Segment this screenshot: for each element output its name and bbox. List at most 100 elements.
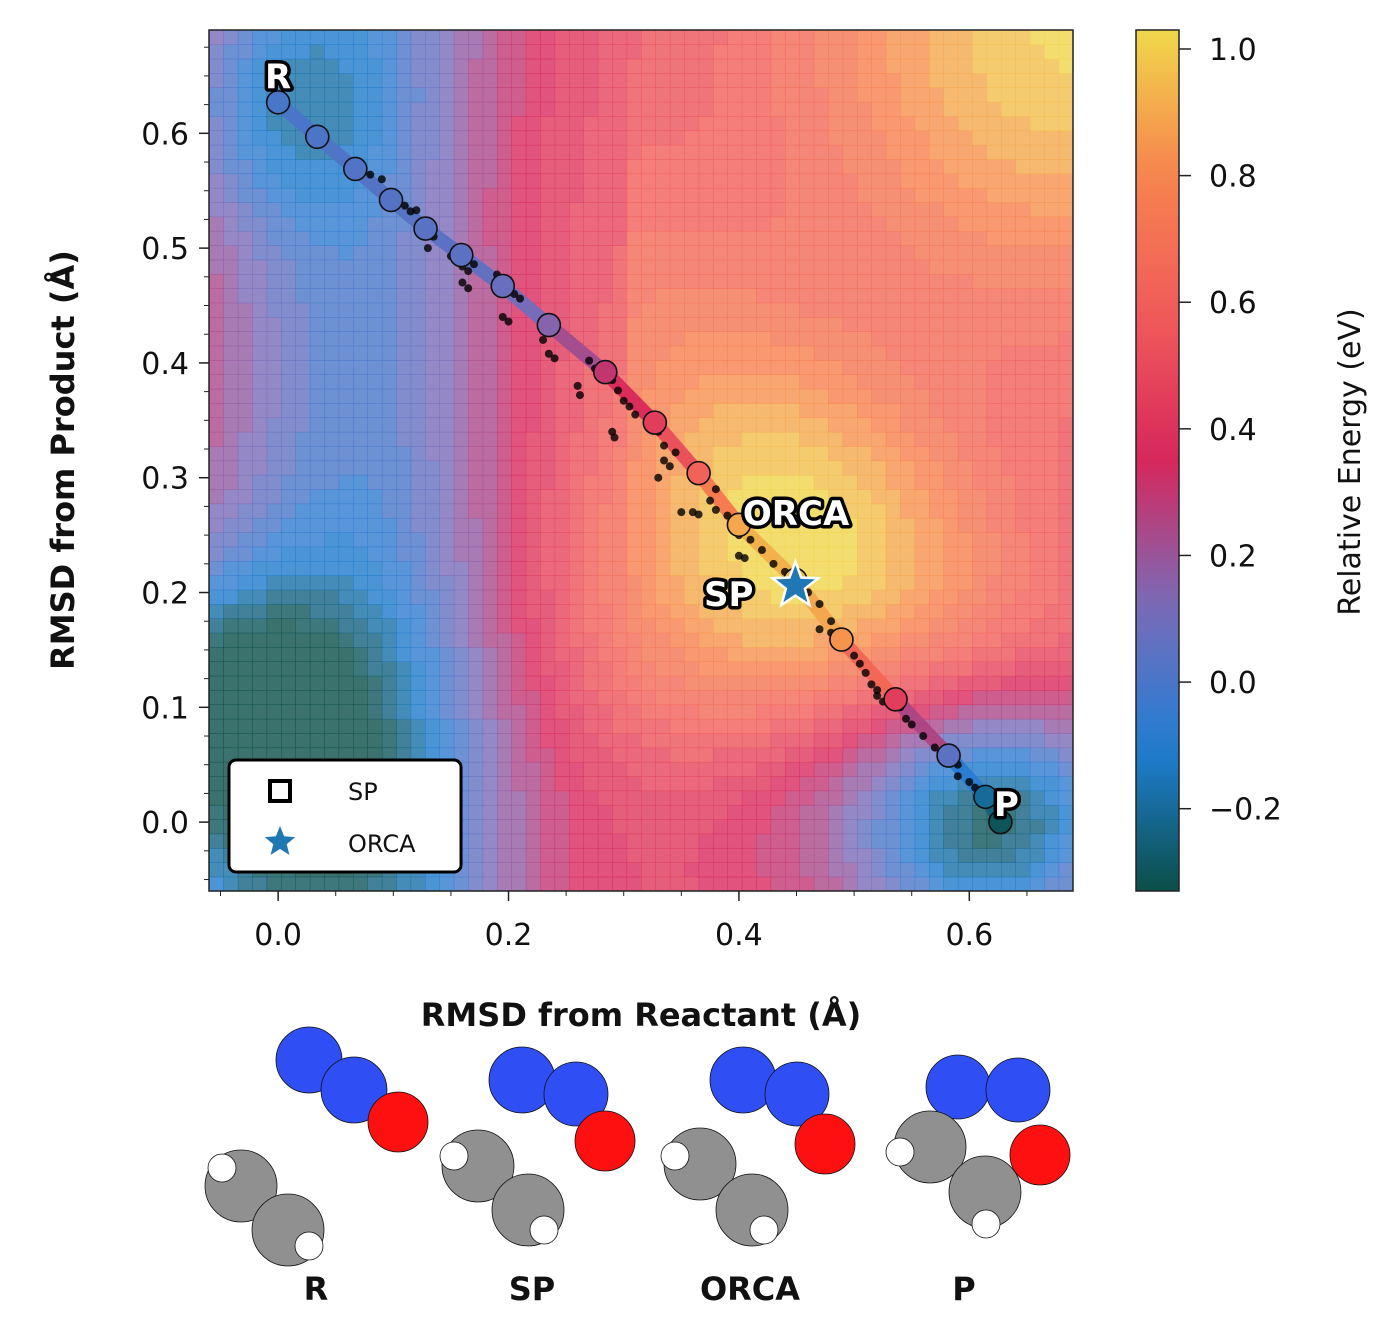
surface-cell (871, 718, 887, 734)
surface-cell (641, 446, 656, 462)
surface-cell (770, 833, 786, 849)
surface-cell (367, 230, 383, 246)
surface-cell (525, 489, 541, 505)
surface-cell (410, 403, 426, 419)
surface-cell (223, 144, 239, 160)
surface-cell (727, 733, 743, 749)
surface-cell (626, 474, 642, 490)
surface-cell (353, 704, 368, 720)
surface-cell (482, 403, 498, 419)
surface-cell (684, 87, 700, 103)
surface-cell (223, 517, 239, 533)
surface-cell (756, 245, 772, 261)
surface-cell (871, 317, 887, 332)
surface-cell (626, 560, 642, 576)
surface-cell (698, 317, 714, 332)
surface-cell (396, 173, 412, 189)
surface-cell (727, 675, 743, 691)
surface-cell (684, 73, 700, 88)
surface-cell (1058, 431, 1073, 447)
surface-cell (713, 460, 728, 476)
surface-cell (540, 173, 556, 189)
surface-cell (684, 704, 700, 720)
surface-cell (1044, 317, 1060, 332)
surface-cell (381, 331, 397, 347)
surface-cell (439, 460, 455, 476)
surface-cell (309, 675, 325, 691)
surface-cell (1001, 101, 1016, 117)
surface-cell (972, 187, 988, 203)
surface-cell (770, 245, 786, 261)
surface-cell (597, 718, 613, 734)
surface-cell (900, 632, 916, 648)
surface-cell (497, 862, 512, 878)
surface-cell (713, 747, 728, 763)
surface-cell (828, 417, 844, 433)
sample-point (688, 508, 697, 517)
surface-cell (871, 761, 887, 777)
surface-cell (468, 302, 484, 318)
surface-cell (799, 503, 815, 519)
surface-cell (367, 388, 383, 404)
path-point (936, 743, 961, 768)
surface-cell (410, 733, 426, 749)
surface-cell (842, 331, 858, 347)
surface-cell (641, 661, 656, 677)
surface-cell (223, 230, 239, 246)
surface-cell (367, 130, 383, 146)
surface-cell (1001, 173, 1016, 189)
surface-cell (943, 245, 959, 261)
surface-cell (857, 618, 872, 634)
surface-cell (252, 876, 268, 891)
surface-cell (799, 417, 815, 433)
surface-cell (900, 44, 916, 60)
surface-cell (785, 30, 800, 45)
x-tick-label: 0.4 (715, 918, 763, 953)
surface-cell (871, 517, 887, 533)
surface-cell (367, 302, 383, 318)
surface-cell (381, 647, 397, 662)
sample-point (610, 433, 619, 442)
surface-cell (914, 388, 930, 404)
surface-cell (281, 317, 296, 332)
surface-cell (497, 632, 512, 648)
surface-cell (698, 87, 714, 103)
surface-cell (943, 173, 959, 189)
surface-cell (266, 288, 282, 304)
surface-cell (1029, 403, 1045, 419)
surface-cell (900, 804, 916, 820)
surface-cell (497, 604, 512, 619)
surface-cell (900, 173, 916, 189)
surface-cell (828, 44, 844, 60)
surface-cell (698, 446, 714, 462)
surface-cell (1044, 661, 1060, 677)
surface-cell (828, 73, 844, 88)
surface-cell (943, 517, 959, 533)
surface-cell (813, 302, 829, 318)
surface-cell (813, 546, 829, 562)
surface-cell (972, 704, 988, 720)
surface-cell (381, 690, 397, 706)
surface-cell (425, 116, 440, 132)
surface-cell (770, 474, 786, 490)
surface-cell (770, 862, 786, 878)
surface-cell (569, 230, 584, 246)
surface-cell (209, 302, 224, 318)
surface-cell (597, 317, 613, 332)
surface-cell (1001, 360, 1016, 375)
surface-cell (1044, 647, 1060, 662)
surface-cell (309, 604, 325, 619)
surface-cell (828, 245, 844, 261)
surface-cell (353, 632, 368, 648)
surface-cell (986, 130, 1002, 146)
surface-cell (338, 661, 354, 677)
path-point (490, 273, 516, 299)
surface-cell (252, 733, 268, 749)
surface-cell (626, 273, 642, 289)
colorbar-ticks: −0.20.00.20.40.60.81.0 (1179, 33, 1282, 828)
surface-cell (842, 460, 858, 476)
surface-cell (425, 647, 440, 662)
surface-cell (857, 718, 872, 734)
surface-cell (669, 374, 685, 390)
surface-cell (756, 446, 772, 462)
